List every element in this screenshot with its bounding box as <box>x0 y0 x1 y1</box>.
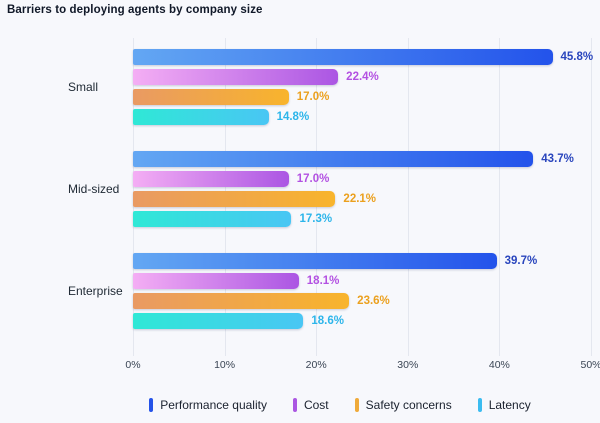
value-label: 23.6% <box>357 295 390 307</box>
value-label: 18.1% <box>306 275 340 287</box>
bar-safety-concerns-small <box>133 89 289 105</box>
value-label: 17.3% <box>299 213 333 225</box>
bar-performance-quality-enterprise <box>133 253 497 269</box>
bar-group-small: 45.8% 22.4% 17.0% 14.8% <box>133 49 594 125</box>
bar-row-performance-quality-mid-sized: 43.7% <box>133 151 591 167</box>
legend-item-cost: Cost <box>292 398 329 412</box>
chart-title: Barriers to deploying agents by company … <box>7 4 263 16</box>
bar-row-cost-enterprise: 18.1% <box>133 273 591 289</box>
bar-row-latency-mid-sized: 17.3% <box>133 211 591 227</box>
legend-item-latency: Latency <box>477 398 531 412</box>
legend-marker-performance-quality-icon <box>149 398 154 412</box>
bar-performance-quality-mid-sized <box>133 151 534 167</box>
legend-label-cost: Cost <box>303 398 329 412</box>
value-label: 45.8% <box>560 51 594 63</box>
bar-cost-mid-sized <box>133 171 289 187</box>
bar-row-cost-mid-sized: 17.0% <box>133 171 591 187</box>
bar-row-latency-small: 14.8% <box>133 109 591 125</box>
value-label: 17.0% <box>296 173 330 185</box>
category-label-small: Small <box>68 80 99 94</box>
legend-marker-safety-concerns-icon <box>354 398 359 412</box>
x-axis-tick-label: 50% <box>580 359 600 371</box>
value-label: 22.4% <box>346 71 379 83</box>
legend-label-safety-concerns: Safety concerns <box>365 398 452 412</box>
x-axis-tick-label: 0% <box>125 359 141 371</box>
bar-performance-quality-small <box>133 49 553 65</box>
bar-row-performance-quality-enterprise: 39.7% <box>133 253 591 269</box>
bar-group-mid-sized: 43.7% 17.0% 22.1% 17.3% <box>133 151 591 227</box>
legend-item-performance-quality: Performance quality <box>149 398 267 412</box>
legend-item-safety-concerns: Safety concerns <box>354 398 452 412</box>
x-axis-tick-label: 40% <box>488 359 510 371</box>
bar-latency-mid-sized <box>133 211 292 227</box>
value-label: 22.1% <box>343 193 377 205</box>
category-label-enterprise: Enterprise <box>68 284 123 298</box>
value-label: 14.8% <box>276 111 310 123</box>
bar-latency-enterprise <box>133 313 304 329</box>
bar-row-cost-small: 22.4% <box>133 69 591 85</box>
gridline <box>407 38 409 356</box>
legend-marker-cost-icon <box>292 398 297 412</box>
value-label: 43.7% <box>541 153 574 165</box>
legend-marker-latency-icon <box>477 398 482 412</box>
x-axis-tick-label: 10% <box>214 359 236 371</box>
x-axis-tick-label: 20% <box>305 359 327 371</box>
bar-row-performance-quality-small: 45.8% <box>133 49 594 65</box>
x-axis-tick-label: 30% <box>397 359 419 371</box>
bar-safety-concerns-enterprise <box>133 293 350 309</box>
value-label: 17.0% <box>296 91 330 103</box>
bar-cost-enterprise <box>133 273 299 289</box>
bar-safety-concerns-mid-sized <box>133 191 336 207</box>
bar-row-safety-concerns-enterprise: 23.6% <box>133 293 591 309</box>
bar-group-enterprise: 39.7% 18.1% 23.6% 18.6% <box>133 253 591 329</box>
plot-area: 0% 10% 20% 30% 40% 50% 45.8% 22.4% 17.0% 14.8% 43.… <box>125 38 600 371</box>
legend-label-performance-quality: Performance quality <box>160 398 267 412</box>
bar-row-safety-concerns-mid-sized: 22.1% <box>133 191 591 207</box>
legend-label-latency: Latency <box>488 398 531 412</box>
gridline <box>591 38 592 356</box>
bar-row-safety-concerns-small: 17.0% <box>133 89 591 105</box>
bar-row-latency-enterprise: 18.6% <box>133 313 591 329</box>
bar-latency-small <box>133 109 269 125</box>
value-label: 18.6% <box>311 315 344 327</box>
bar-cost-small <box>133 69 339 85</box>
gridline <box>499 38 501 356</box>
legend: Performance quality Cost Safety concerns La… <box>80 398 600 412</box>
category-label-mid-sized: Mid-sized <box>68 182 120 196</box>
value-label: 39.7% <box>504 255 538 267</box>
